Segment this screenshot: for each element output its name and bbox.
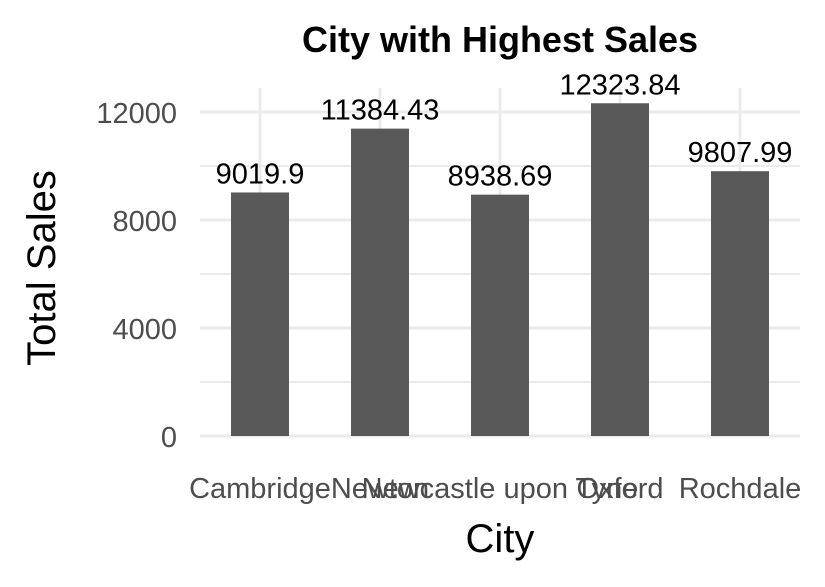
x-tick-label: Newton xyxy=(331,473,429,505)
data-label: 9807.99 xyxy=(688,137,793,169)
bars xyxy=(231,103,769,436)
bar xyxy=(591,103,649,436)
y-tick-label: 8000 xyxy=(112,206,177,238)
x-axis-title: City xyxy=(466,517,535,561)
bar xyxy=(471,194,529,436)
chart-title: City with Highest Sales xyxy=(302,19,698,60)
data-label: 12323.84 xyxy=(560,69,681,101)
y-tick-label: 4000 xyxy=(112,314,177,346)
bar xyxy=(231,192,289,436)
data-labels: 9019.9 11384.43 8938.69 12323.84 9807.99 xyxy=(216,69,793,192)
data-label: 9019.9 xyxy=(216,158,305,190)
x-tick-label: Rochdale xyxy=(679,473,802,505)
x-tick-label: Oxford xyxy=(576,473,663,505)
bar xyxy=(711,171,769,436)
data-label: 11384.43 xyxy=(321,95,440,127)
y-axis-ticks: 0 4000 8000 12000 xyxy=(96,98,177,454)
x-tick-label: Newcastle upon Tyne xyxy=(362,473,639,505)
x-tick-label: Cambridge xyxy=(189,473,331,505)
y-tick-label: 12000 xyxy=(96,98,177,130)
bar xyxy=(351,128,409,436)
y-axis-title: Total Sales xyxy=(20,170,64,366)
y-tick-label: 0 xyxy=(161,422,177,454)
data-label: 8938.69 xyxy=(448,161,553,193)
